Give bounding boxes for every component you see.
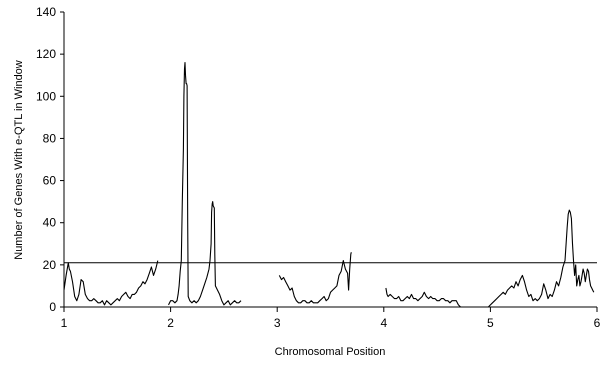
y-tick-label: 0 [49,300,56,314]
x-tick-label: 4 [380,316,387,330]
y-tick-label: 120 [36,47,56,61]
series-layer [63,62,595,308]
x-tick-label: 2 [167,316,174,330]
x-axis-ticks: 1 2 3 4 5 6 [61,307,601,330]
y-axis-ticks: 0 20 40 60 80 100 120 140 [36,5,64,314]
x-tick-label: 5 [487,316,494,330]
series-line [63,260,159,306]
series-line [168,62,242,306]
y-tick-label: 80 [43,131,57,145]
x-tick-label: 6 [594,316,601,330]
y-axis-title: Number of Genes With e-QTL in Window [13,60,25,260]
y-tick-label: 100 [36,89,56,103]
y-tick-label: 140 [36,5,56,19]
series-line [278,252,352,304]
x-tick-label: 1 [61,316,68,330]
y-tick-label: 40 [43,216,57,230]
series-line [385,287,463,308]
y-tick-label: 20 [43,258,57,272]
x-tick-label: 3 [274,316,281,330]
x-axis-title: Chromosomal Position [275,346,386,358]
series-line [487,209,595,308]
y-tick-label: 60 [43,174,57,188]
